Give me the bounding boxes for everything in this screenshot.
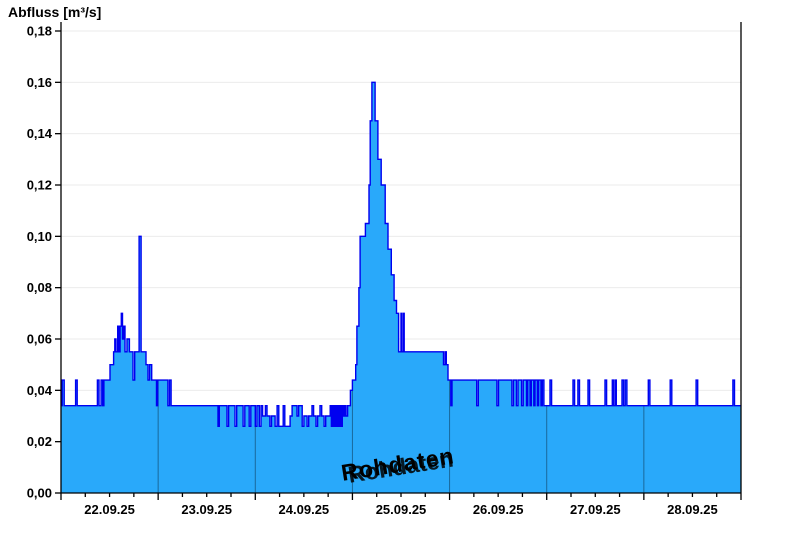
x-day-label: 25.09.25 — [376, 502, 427, 517]
y-tick-label: 0,02 — [27, 434, 52, 449]
x-day-label: 26.09.25 — [473, 502, 524, 517]
y-tick-label: 0,10 — [27, 229, 52, 244]
x-day-label: 23.09.25 — [181, 502, 232, 517]
x-day-label: 22.09.25 — [84, 502, 135, 517]
area-series-fill — [61, 82, 741, 494]
y-tick-label: 0,18 — [27, 24, 52, 39]
y-tick-label: 0,00 — [27, 486, 52, 501]
y-tick-label: 0,04 — [27, 383, 53, 398]
y-tick-label: 0,06 — [27, 332, 52, 347]
y-tick-label: 0,12 — [27, 178, 52, 193]
x-day-label: 24.09.25 — [279, 502, 330, 517]
x-day-label: 28.09.25 — [667, 502, 718, 517]
x-day-label: 27.09.25 — [570, 502, 621, 517]
y-tick-label: 0,14 — [27, 126, 53, 141]
y-tick-label: 0,08 — [27, 280, 52, 295]
y-tick-label: 0,16 — [27, 75, 52, 90]
area-series-outline — [61, 81, 741, 427]
chart-title: Abfluss [m³/s] — [8, 4, 102, 20]
